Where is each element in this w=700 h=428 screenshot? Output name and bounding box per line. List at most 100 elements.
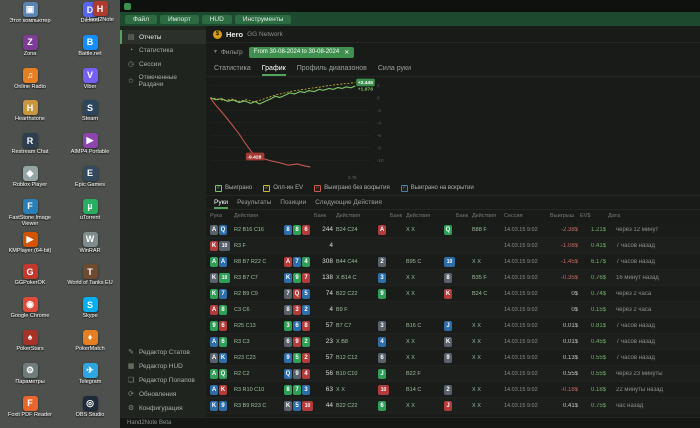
sidebar-item[interactable]: ⚙ Конфигурация <box>120 401 206 415</box>
desktop-icon[interactable]: ◆ Roblox Player <box>0 165 60 199</box>
tab[interactable]: График <box>262 61 286 76</box>
menu-item[interactable]: Импорт <box>159 14 199 24</box>
desktop-icon[interactable]: F FastStone Image Viewer <box>0 198 60 232</box>
menu-item[interactable]: Файл <box>125 14 157 24</box>
sidebar-item[interactable]: ✩ Отмеченные Раздачи <box>120 71 206 91</box>
legend-item[interactable]: ✓ Выиграно без вскрытия <box>314 184 390 192</box>
preflop-actions: R2 C2 <box>234 370 250 377</box>
win-amount: -0.35$ <box>560 274 578 281</box>
menu-item[interactable]: Инструменты <box>234 14 292 24</box>
ev-amount: 0.55$ <box>590 370 606 377</box>
desktop-icon[interactable]: G GGPokerOK <box>0 264 60 297</box>
filter-bar: ▼ Фильтр From 30-08-2024 to 30-08-2024 ✕ <box>206 43 700 61</box>
tab[interactable]: Следующие Действия <box>315 199 382 206</box>
tab[interactable]: Позиции <box>280 199 307 206</box>
svg-text:+1.878: +1.878 <box>358 86 373 92</box>
desktop-icon[interactable]: ♫ Online Radio <box>0 67 60 101</box>
column-header: Банк <box>390 213 403 219</box>
filter-button[interactable]: ▼ Фильтр <box>213 49 243 56</box>
sidebar-item[interactable]: ✎ Редактор Статов <box>120 345 206 359</box>
table-row[interactable]: A A R8 B7 R22 C A 7 4 308 B44 C44 2 B95 C 10 X X 14.… <box>206 254 700 270</box>
sidebar-item[interactable]: ❏ Редактор Попапов <box>120 373 206 387</box>
hand-date: час назад <box>616 402 644 409</box>
desktop-icon[interactable]: ▶ KMPlayer (64-bit) <box>0 231 60 265</box>
player-name[interactable]: Hero <box>226 29 244 39</box>
tab[interactable]: Статистика <box>214 65 251 72</box>
tab[interactable]: Профиль диапазонов <box>296 65 367 72</box>
table-header-row: Рука Действия Банк Действия Банк Действия Банк… <box>206 210 700 222</box>
desktop-icon[interactable]: ♠ PokerStars <box>0 329 60 363</box>
app-logo-icon <box>124 2 131 10</box>
sidebar-item[interactable]: ▦ Редактор HUD <box>120 359 206 373</box>
column-header: Выигрыш <box>550 213 575 219</box>
table-row[interactable]: A Q R2 C2 Q 9 4 56 B10 C10 J B22 F 14.03.15 9:02 0.… <box>206 366 700 382</box>
desktop-icon[interactable]: ◉ Google Chrome <box>0 297 60 330</box>
window-titlebar[interactable] <box>120 0 700 12</box>
tab[interactable]: Сила руки <box>377 65 412 72</box>
desktop-icon-image: W <box>82 231 98 247</box>
desktop-icon[interactable]: T World of Tanks EU <box>60 264 120 297</box>
chart-panel: 2 0 -2 -4 -6 -8 -10 +2.445 +1.878 -9.428 2.7k <box>206 77 700 181</box>
desktop: ▣ Этот компьютер D Discord Z Zona B Battle.net ♫… <box>0 0 120 428</box>
preflop-actions: R3 B9 R23 C <box>234 402 267 409</box>
date-range-chip[interactable]: From 30-08-2024 to 30-08-2024 ✕ <box>248 46 355 58</box>
desktop-icon[interactable]: ▶ AIMP4 Portable <box>60 133 120 166</box>
win-amount: -1.08$ <box>560 242 578 249</box>
desktop-icon[interactable]: ◎ OBS Studio <box>60 395 120 428</box>
win-amount: 0.55$ <box>562 370 578 377</box>
legend-item[interactable]: ✓ Выиграно на вскрытии <box>400 184 474 192</box>
desktop-icon[interactable]: H Hearthstone <box>0 100 60 133</box>
preflop-actions: C3 C6 <box>234 306 250 313</box>
menu-item[interactable]: HUD <box>201 14 232 24</box>
desktop-icon[interactable]: Z Zona <box>0 34 60 68</box>
legend-item[interactable]: ✓ Выиграно <box>215 184 252 192</box>
desktop-icon[interactable]: S Skype <box>60 297 120 330</box>
table-row[interactable]: K 10 R3 F 4 14.03.15 9:02 -1.08$ 0.41$ 7 часов … <box>206 238 700 254</box>
sidebar-item-label: Статистика <box>139 47 174 54</box>
desktop-icon[interactable]: ✈ Telegram <box>60 362 120 396</box>
desktop-icon[interactable]: S Steam <box>60 100 120 133</box>
sidebar-item[interactable]: ▤ Отчеты <box>120 30 206 44</box>
table-row[interactable]: K 7 R2 B9 C9 7 Q 5 74 B22 C22 9 X X K B24 C 14.03.15… <box>206 286 700 302</box>
card-chip: A <box>210 384 218 395</box>
desktop-icon[interactable]: E Epic Games <box>60 165 120 199</box>
desktop-icon[interactable]: ▣ Этот компьютер <box>0 2 60 35</box>
close-icon[interactable]: ✕ <box>344 49 350 56</box>
card-chip: 8 <box>302 320 310 331</box>
legend-item[interactable]: ✓ Олл-ин EV <box>263 184 303 192</box>
sidebar-item[interactable]: ◷ Сессии <box>120 57 206 71</box>
desktop-icon[interactable]: R Restream Chat <box>0 133 60 166</box>
desktop-icon-label: Этот компьютер <box>9 18 51 24</box>
table-row[interactable]: A Q R2 B16 C16 8 8 6 244 B24 C24 A X X Q B88 F 14.03… <box>206 222 700 238</box>
desktop-icon[interactable]: V Viber <box>60 67 120 101</box>
card-chip: 5 <box>302 288 310 299</box>
card-chip: 2 <box>378 256 386 267</box>
desktop-icon[interactable]: W WinRAR <box>60 231 120 265</box>
desktop-icon[interactable]: H Hand2Note <box>82 1 118 23</box>
desktop-icon[interactable]: ♦ PokerMatch <box>60 329 120 363</box>
turn-actions: X X <box>406 290 415 297</box>
desktop-icon-image: S <box>82 297 98 313</box>
desktop-icon[interactable]: B Battle.net <box>60 34 120 68</box>
sidebar-item[interactable]: ◔ Статистика <box>120 44 206 57</box>
sidebar-item[interactable]: ⟳ Обновления <box>120 387 206 401</box>
table-row[interactable]: A 8 C3 C6 8 3 2 4 B9 F 14.03.15 9:02 0$ 0.15$ через… <box>206 302 700 318</box>
card-chip: 9 <box>284 352 292 363</box>
tab[interactable]: Результаты <box>237 199 272 206</box>
desktop-icon[interactable]: µ uTorrent <box>60 198 120 232</box>
desktop-icon[interactable]: ⚙ Параметры <box>0 362 60 396</box>
tab[interactable]: Руки <box>214 196 228 209</box>
desktop-icon-image: Z <box>22 34 38 50</box>
desktop-icon[interactable]: F Foxit PDF Reader <box>0 395 60 428</box>
